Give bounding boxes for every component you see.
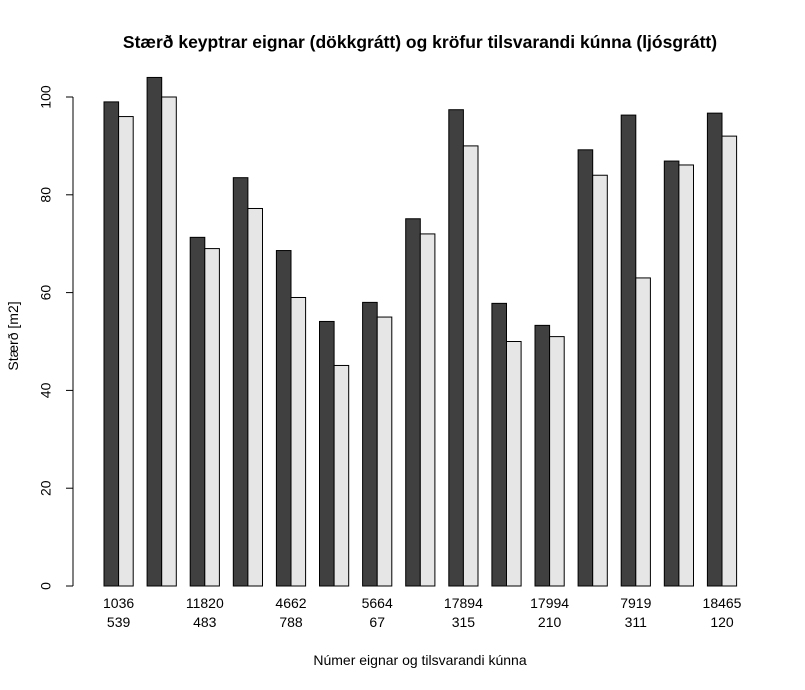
x-tick-label-line-2: 210 bbox=[538, 614, 562, 630]
bar-series-2 bbox=[419, 233, 436, 587]
x-tick-label-line-1: 7919 bbox=[620, 595, 651, 611]
x-tick-label-line-1: 11820 bbox=[186, 595, 224, 611]
y-tick-label: 20 bbox=[38, 480, 54, 496]
bar-series-1 bbox=[663, 160, 680, 587]
bar-series-2 bbox=[247, 207, 263, 587]
bar-series-2 bbox=[290, 296, 307, 587]
bar-series-1 bbox=[577, 149, 594, 587]
bar-series-1 bbox=[706, 112, 723, 587]
bar-series-2 bbox=[592, 174, 608, 587]
bar-series-2 bbox=[204, 248, 220, 587]
bar-series-1 bbox=[275, 250, 292, 587]
bar-series-1 bbox=[103, 101, 120, 587]
bar-series-1 bbox=[146, 76, 163, 587]
bar-series-2 bbox=[721, 135, 738, 587]
bar-series-2 bbox=[635, 277, 651, 587]
x-tick-label-line-2: 67 bbox=[369, 614, 385, 630]
x-tick-label-line-2: 315 bbox=[452, 614, 476, 630]
x-tick-label-line-1: 17894 bbox=[444, 595, 483, 611]
x-tick-label-line-1: 17994 bbox=[530, 595, 569, 611]
bar-series-2 bbox=[506, 341, 522, 587]
chart-title: Stærð keyptrar eignar (dökkgrátt) og krö… bbox=[123, 32, 717, 52]
bar-series-2 bbox=[678, 164, 695, 587]
bar-series-1 bbox=[232, 177, 249, 587]
x-tick-label-line-1: 4662 bbox=[275, 595, 306, 611]
bar-series-1 bbox=[319, 320, 335, 587]
x-tick-label-line-1: 5664 bbox=[362, 595, 393, 611]
y-axis-label: Stærð [m2] bbox=[5, 301, 21, 370]
x-tick-label-line-2: 788 bbox=[279, 614, 303, 630]
y-tick-label: 100 bbox=[38, 85, 54, 109]
bars bbox=[103, 76, 738, 587]
y-tick-label: 40 bbox=[38, 382, 54, 398]
bar-series-1 bbox=[534, 324, 551, 587]
x-tick-label-line-2: 311 bbox=[625, 614, 648, 630]
x-tick-label-line-2: 483 bbox=[193, 614, 217, 630]
bar-series-1 bbox=[405, 218, 421, 587]
bar-series-1 bbox=[189, 236, 206, 587]
bar-series-2 bbox=[118, 116, 134, 587]
bar-series-1 bbox=[448, 109, 464, 587]
y-tick-label: 0 bbox=[38, 582, 54, 590]
bar-series-2 bbox=[376, 316, 393, 587]
x-tick-label-line-1: 18465 bbox=[703, 595, 742, 611]
bar-series-1 bbox=[362, 301, 378, 587]
bar-series-2 bbox=[462, 145, 479, 587]
y-tick-label: 80 bbox=[38, 187, 54, 203]
bar-series-2 bbox=[161, 96, 177, 587]
x-axis-label: Númer eignar og tilsvarandi kúnna bbox=[313, 652, 526, 668]
bar-series-1 bbox=[620, 114, 637, 587]
x-tick-label-line-2: 539 bbox=[107, 614, 131, 630]
x-tick-label-line-1: 1036 bbox=[103, 595, 134, 611]
x-tick-label-line-2: 120 bbox=[710, 614, 734, 630]
bar-series-2 bbox=[549, 336, 565, 587]
y-tick-label: 60 bbox=[38, 285, 54, 301]
bar-series-1 bbox=[491, 302, 507, 587]
x-tick-labels: 1036 539 11820 483 4662 788 5664 67 17894 315 1799… bbox=[103, 595, 742, 630]
y-axis: 0 20 40 60 80 100 bbox=[38, 85, 74, 590]
bar-series-2 bbox=[333, 364, 350, 587]
